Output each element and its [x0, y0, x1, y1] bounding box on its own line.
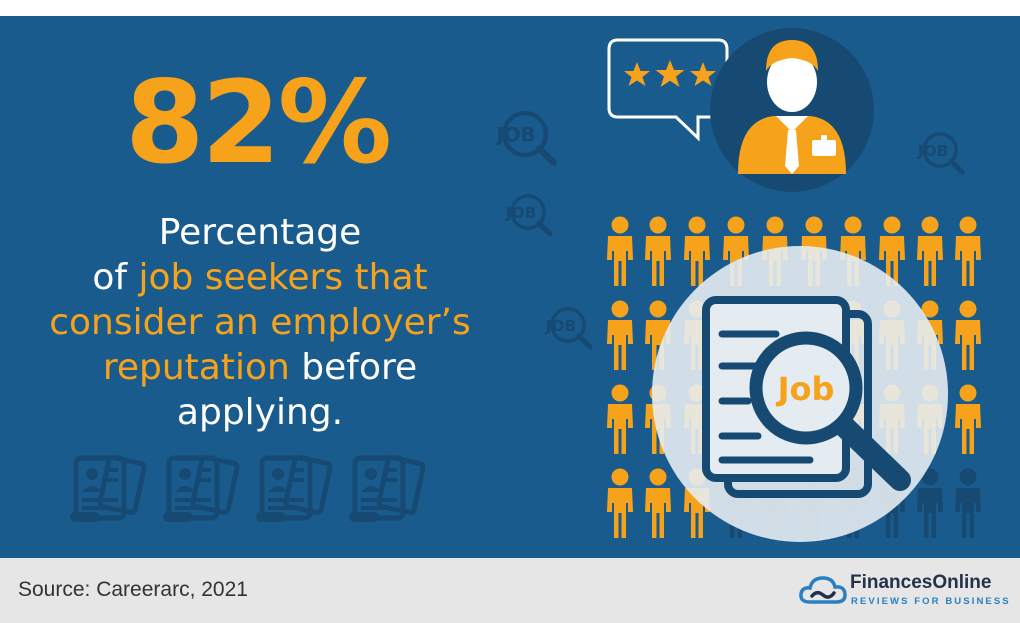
brand-tagline: REVIEWS FOR BUSINESS — [851, 596, 1011, 607]
speech-bubble-icon — [607, 38, 729, 142]
resume-document-icon — [70, 457, 145, 522]
description-line-1: Percentage — [158, 212, 362, 253]
description-line-2: of job seekers that — [92, 257, 428, 298]
magnifier-job-label: Job — [776, 370, 835, 408]
source-citation: Source: Careerarc, 2021 — [18, 578, 248, 601]
job-search-icon — [505, 196, 550, 234]
cloud-logo-icon — [799, 576, 847, 604]
employer-avatar-icon — [710, 28, 874, 192]
magnifier-icon: Job — [652, 246, 948, 542]
brand-logo: FinancesOnline REVIEWS FOR BUSINESS — [798, 570, 1011, 612]
job-search-icon — [917, 134, 962, 172]
resume-document-icon — [256, 457, 331, 522]
description-line-3: consider an employer’s — [49, 302, 471, 343]
job-search-icon — [494, 113, 553, 163]
headline-stat: 82% — [125, 56, 392, 189]
description-line-4: reputation before — [102, 347, 418, 388]
brand-name: FinancesOnline — [850, 572, 992, 593]
resume-document-icon — [349, 457, 424, 522]
footer: Source: Careerarc, 2021 FinancesOnline R… — [0, 558, 1020, 623]
infographic-panel: 82% Percentage of job seekers that consi… — [0, 16, 1020, 558]
illustration: JOB — [0, 28, 981, 542]
stat-description: Percentage of job seekers that consider … — [10, 210, 510, 435]
job-search-icon — [545, 309, 590, 347]
resume-document-icon — [163, 457, 238, 522]
description-line-5: applying. — [176, 392, 344, 433]
